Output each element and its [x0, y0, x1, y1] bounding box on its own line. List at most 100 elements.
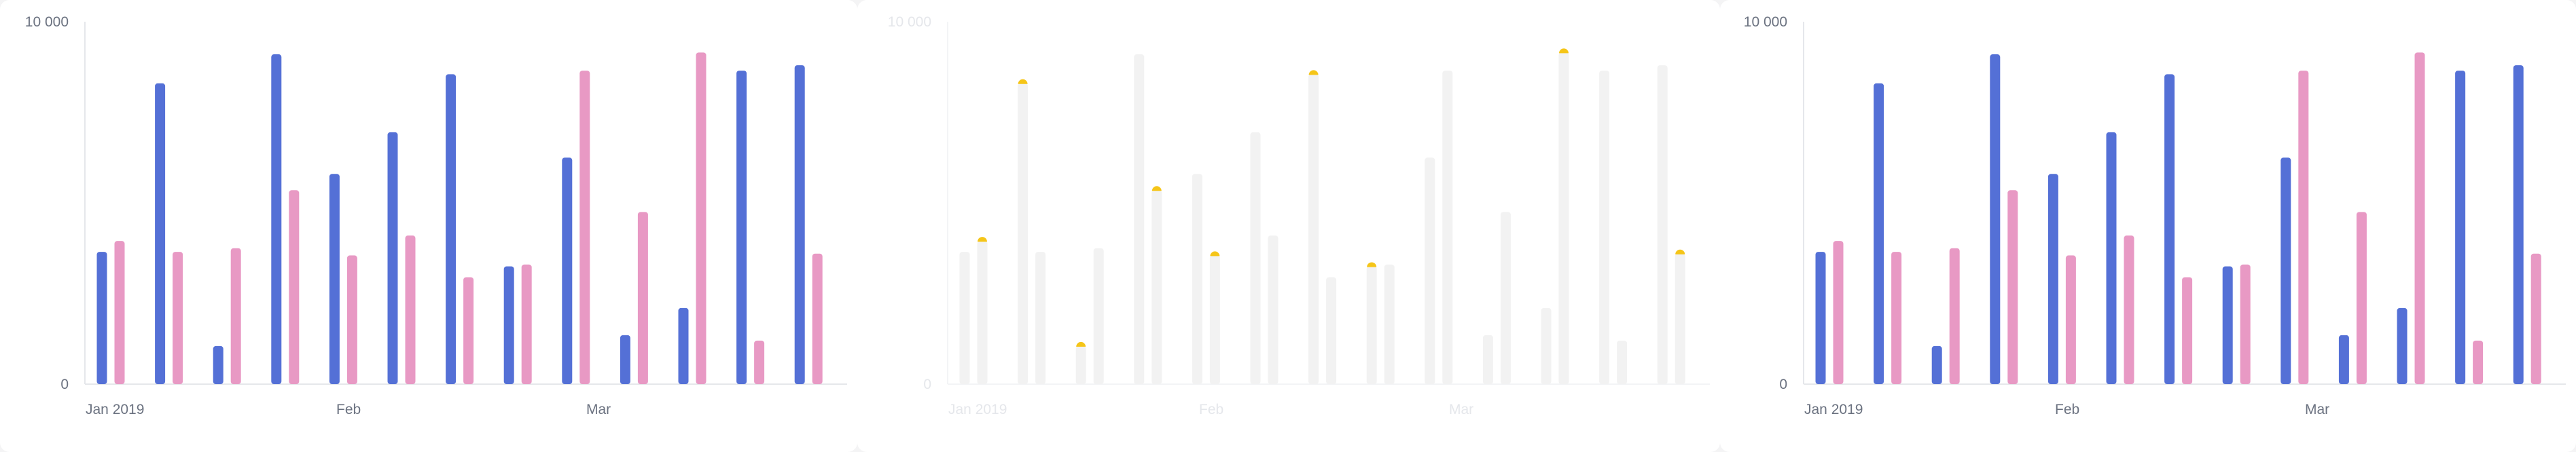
- bar-series-2[interactable]: [289, 190, 300, 384]
- bar-series-2[interactable]: [1384, 264, 1395, 384]
- chart-panel-1: 0 10 000 Jan 2019 Feb Mar: [0, 0, 857, 452]
- bar-series-2[interactable]: [2124, 236, 2134, 384]
- bar-series-1[interactable]: [959, 252, 970, 384]
- y-tick-label: 0: [923, 377, 931, 392]
- bar-series-1[interactable]: [2106, 132, 2117, 384]
- bar-series-1[interactable]: [1482, 335, 1493, 384]
- bar-series-1[interactable]: [2164, 74, 2175, 385]
- bar-series-1[interactable]: [2513, 65, 2524, 384]
- bar-series-2[interactable]: [173, 252, 183, 384]
- bar-series-2[interactable]: [1891, 252, 1902, 384]
- y-tick-label: 10 000: [1744, 14, 1787, 30]
- bar-series-1[interactable]: [1425, 157, 1435, 384]
- bar-series-1[interactable]: [2455, 71, 2466, 384]
- bar-series-1[interactable]: [1990, 54, 2001, 384]
- y-tick-label: 0: [1779, 377, 1787, 392]
- bar-series-2[interactable]: [1558, 52, 1569, 384]
- bar-series-1[interactable]: [2222, 266, 2233, 384]
- bar-series-2[interactable]: [812, 253, 823, 384]
- bar-series-2[interactable]: [637, 212, 648, 384]
- bar-series-1[interactable]: [1599, 71, 1610, 384]
- bar-series-2[interactable]: [346, 255, 357, 384]
- bar-series-1[interactable]: [1366, 266, 1377, 384]
- bar-series-2[interactable]: [2065, 255, 2076, 384]
- bar-series-2[interactable]: [1151, 190, 1162, 384]
- bar-series-1[interactable]: [271, 54, 282, 384]
- bar-series-2[interactable]: [2298, 71, 2309, 384]
- bar-series-2[interactable]: [1326, 277, 1337, 384]
- bar-series-2[interactable]: [1949, 248, 1960, 384]
- x-tick-label: Mar: [1449, 402, 1473, 417]
- bar-series-1[interactable]: [736, 71, 747, 384]
- x-tick-label: Mar: [2305, 402, 2329, 417]
- highlight-marker: [1559, 48, 1569, 54]
- bar-series-2[interactable]: [521, 264, 532, 384]
- bar-series-1[interactable]: [794, 65, 805, 384]
- bar-series-1[interactable]: [1874, 83, 1884, 384]
- x-tick-label: Jan 2019: [1804, 402, 1863, 417]
- bar-series-2[interactable]: [230, 248, 241, 384]
- x-tick-label: Feb: [336, 402, 361, 417]
- bar-series-1[interactable]: [2280, 157, 2291, 384]
- bar-series-1[interactable]: [1134, 54, 1145, 384]
- bar-series-1[interactable]: [446, 74, 457, 385]
- bar-series-2[interactable]: [2007, 190, 2018, 384]
- bar-series-2[interactable]: [2473, 340, 2484, 384]
- bar-series-2[interactable]: [1093, 248, 1104, 384]
- bar-series-2[interactable]: [1209, 255, 1220, 384]
- bar-series-1[interactable]: [1657, 65, 1668, 384]
- bar-series-1[interactable]: [2397, 307, 2408, 384]
- bar-series-2[interactable]: [2240, 264, 2251, 384]
- bar-series-1[interactable]: [503, 266, 514, 384]
- bar-series-2[interactable]: [1617, 340, 1628, 384]
- highlight-marker: [1018, 79, 1028, 84]
- bar-series-2[interactable]: [1500, 212, 1511, 384]
- bar-series-1[interactable]: [2338, 335, 2349, 384]
- bar-series-1[interactable]: [329, 174, 340, 384]
- bar-series-2[interactable]: [1442, 71, 1453, 384]
- bar-series-1[interactable]: [387, 132, 398, 384]
- bar-series-2[interactable]: [977, 241, 988, 384]
- bar-series-2[interactable]: [2414, 52, 2425, 384]
- bar-series-2[interactable]: [1833, 241, 1844, 384]
- bar-series-2[interactable]: [405, 236, 416, 384]
- x-tick-label: Feb: [2055, 402, 2079, 417]
- bar-series-2[interactable]: [114, 241, 125, 384]
- bar-series-2[interactable]: [2182, 277, 2193, 384]
- bar-series-2[interactable]: [579, 71, 590, 384]
- bar-series-2[interactable]: [2530, 253, 2541, 384]
- highlight-marker: [1151, 186, 1162, 191]
- bar-chart-2: 0 10 000 Jan 2019 Feb Mar: [888, 14, 1710, 417]
- x-tick-label: Feb: [1199, 402, 1223, 417]
- bar-series-1[interactable]: [213, 345, 223, 384]
- bar-series-2[interactable]: [463, 277, 474, 384]
- bar-series-1[interactable]: [1192, 174, 1202, 384]
- bar-series-1[interactable]: [1250, 132, 1261, 384]
- bar-series-1[interactable]: [1931, 345, 1942, 384]
- highlight-marker: [978, 237, 987, 242]
- y-tick-label: 10 000: [25, 14, 69, 30]
- bar-series-2[interactable]: [2356, 212, 2367, 384]
- bar-series-1[interactable]: [1815, 252, 1826, 384]
- y-tick-label: 10 000: [888, 14, 931, 30]
- bar-series-1[interactable]: [96, 252, 107, 384]
- bar-series-1[interactable]: [1541, 307, 1552, 384]
- bar-series-2[interactable]: [754, 340, 765, 384]
- bar-series-2[interactable]: [696, 52, 706, 384]
- bar-chart-3: 0 10 000 Jan 2019 Feb Mar: [1744, 14, 2566, 417]
- highlight-marker: [1367, 262, 1377, 267]
- y-tick-label: 0: [60, 377, 69, 392]
- x-tick-label: Mar: [586, 402, 611, 417]
- bar-series-1[interactable]: [1308, 74, 1319, 385]
- bar-series-1[interactable]: [1018, 83, 1028, 384]
- bar-series-1[interactable]: [155, 83, 166, 384]
- bar-series-1[interactable]: [678, 307, 689, 384]
- bar-series-1[interactable]: [1075, 345, 1086, 384]
- bar-series-2[interactable]: [1675, 253, 1685, 384]
- bar-series-1[interactable]: [620, 335, 630, 384]
- bar-series-2[interactable]: [1035, 252, 1046, 384]
- highlight-marker: [1675, 249, 1685, 255]
- bar-series-2[interactable]: [1268, 236, 1278, 384]
- bar-series-1[interactable]: [562, 157, 573, 384]
- bar-series-1[interactable]: [2047, 174, 2058, 384]
